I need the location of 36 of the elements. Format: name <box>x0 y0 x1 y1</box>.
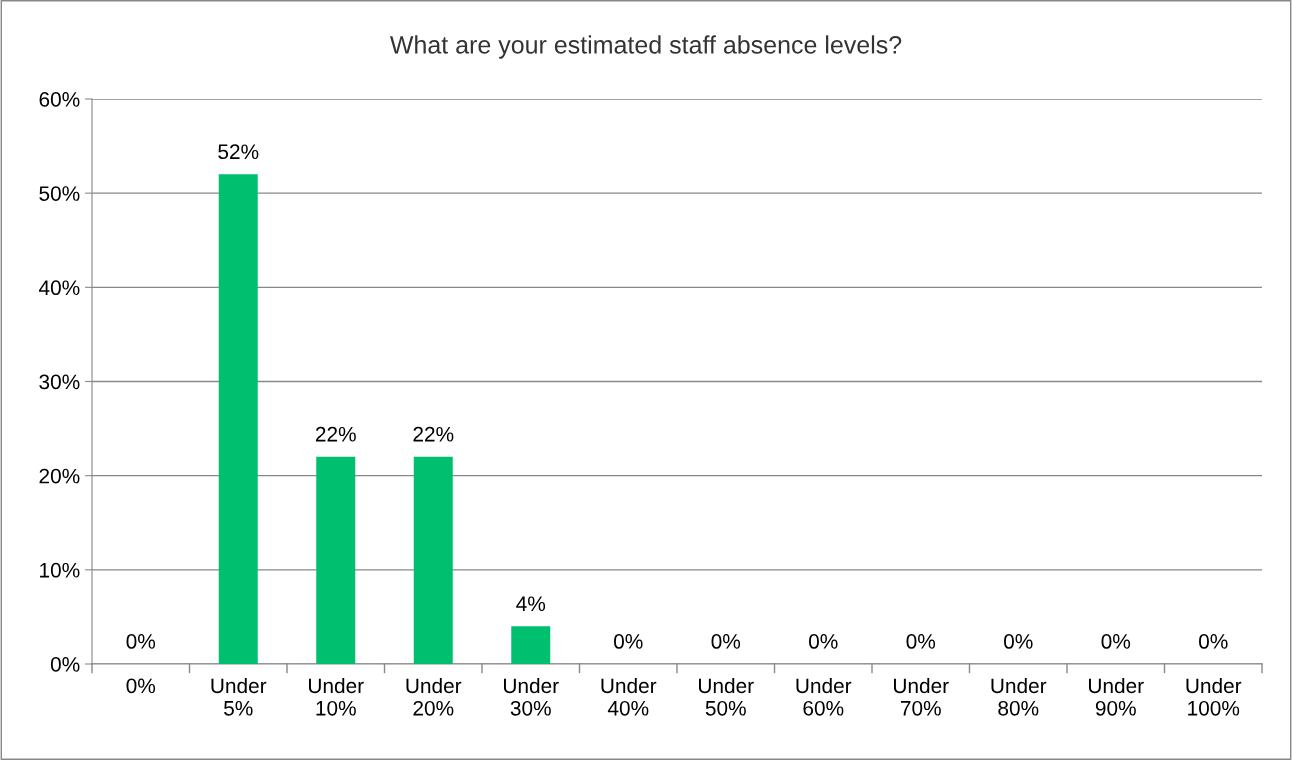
data-label: 22% <box>413 426 454 442</box>
data-label: 52% <box>218 144 259 160</box>
x-tick-label: Under 30% <box>503 677 559 716</box>
data-label: 0% <box>1101 634 1131 649</box>
bar <box>316 456 356 664</box>
x-tick-label: Under 50% <box>698 677 754 716</box>
y-tick-label: 50% <box>39 186 80 201</box>
data-label: 22% <box>315 426 356 442</box>
data-label: 0% <box>809 634 838 649</box>
x-tick-label: Under 100% <box>1186 677 1242 716</box>
data-label: 0% <box>614 634 643 649</box>
x-tick-label: Under 70% <box>893 677 949 716</box>
x-tick-label: Under 5% <box>211 677 267 716</box>
data-label: 0% <box>1199 634 1228 649</box>
data-label: 0% <box>126 634 156 649</box>
y-tick-label: 20% <box>39 468 80 484</box>
x-tick-label: Under 80% <box>991 677 1047 716</box>
chart-title: What are your estimated staff absence levels? <box>389 35 902 59</box>
x-tick-label: Under 10% <box>308 677 364 716</box>
y-tick-label: 0% <box>50 657 80 672</box>
x-tick-label: Under 90% <box>1088 677 1144 716</box>
y-tick-label: 30% <box>39 374 80 390</box>
bar <box>413 456 453 664</box>
bar <box>218 174 258 664</box>
y-tick-label: 10% <box>40 562 80 578</box>
data-label: 0% <box>906 634 936 649</box>
y-tick-label: 40% <box>38 280 80 296</box>
data-label: 0% <box>711 634 741 649</box>
x-tick-label: Under 40% <box>601 677 657 716</box>
data-label: 0% <box>1004 634 1033 649</box>
bar <box>511 626 551 664</box>
x-tick-label: Under 60% <box>796 677 852 716</box>
x-tick-label: 0% <box>126 678 156 694</box>
x-tick-label: Under 20% <box>406 677 462 716</box>
y-tick-label: 60% <box>39 92 80 107</box>
data-label: 4% <box>516 596 546 612</box>
